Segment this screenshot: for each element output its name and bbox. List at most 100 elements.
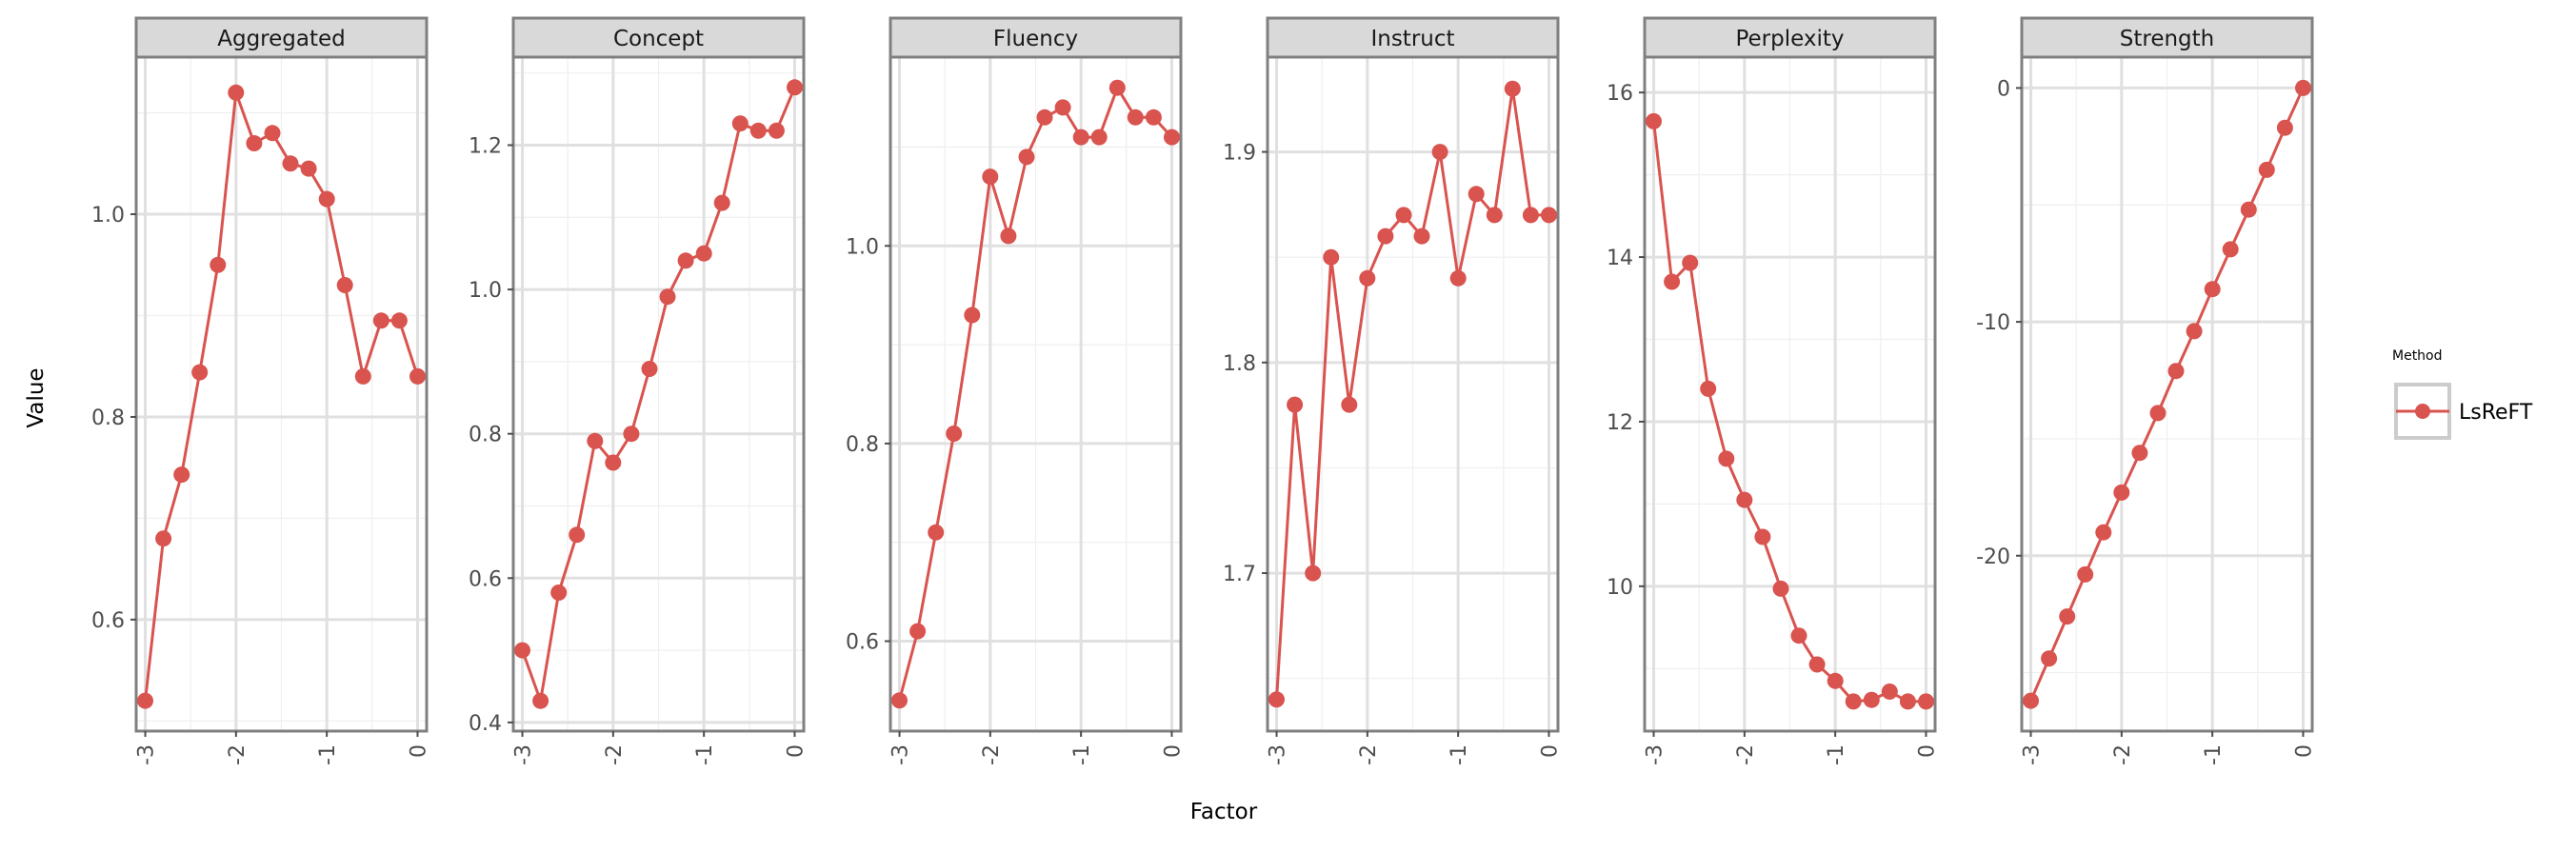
x-tick-label: -3	[512, 744, 536, 765]
y-tick-label: 0.8	[91, 406, 125, 430]
legend-label-lsreft: LsReFT	[2459, 401, 2533, 425]
data-point	[946, 426, 963, 442]
data-point	[2222, 241, 2239, 258]
x-tick-label: -1	[693, 744, 717, 765]
data-point	[1323, 248, 1340, 266]
facet-strip	[2020, 16, 2314, 59]
data-point	[1036, 109, 1053, 126]
x-tick-label: 0	[1538, 744, 1562, 758]
panel-strength: Strength-20-100-3 -2 -1 0	[1976, 16, 2316, 765]
facet-strip	[1266, 16, 1560, 59]
y-tick-label: 0.6	[846, 631, 879, 655]
x-tick-label: 0	[407, 744, 430, 758]
panel-border	[889, 55, 1183, 733]
x-tick-label: 0	[2292, 744, 2316, 758]
x-tick-label: -1	[2202, 744, 2226, 765]
data-point	[2167, 363, 2185, 380]
data-point	[191, 364, 209, 381]
data-point	[514, 642, 530, 659]
data-point	[246, 135, 263, 151]
data-point	[1413, 228, 1430, 245]
y-tick-label: 1.8	[1223, 352, 1256, 376]
series-line-lsreft	[898, 86, 1173, 702]
data-point	[390, 312, 408, 329]
y-tick-label: 0.6	[469, 567, 502, 591]
data-point	[532, 692, 549, 709]
data-point	[1827, 672, 1844, 689]
data-point	[173, 466, 190, 484]
data-point	[2186, 323, 2203, 340]
data-point	[2149, 405, 2167, 422]
data-point	[1772, 580, 1789, 597]
panel-border	[511, 55, 806, 733]
panel-concept: Concept 0.4 0.6 0.8 1.0 1.2 -3 -2 -1 0	[469, 16, 808, 765]
data-point	[1164, 129, 1180, 146]
x-tick-label: -2	[2111, 744, 2135, 765]
legend-key-marker	[2415, 404, 2430, 419]
facet-strip-label: Concept	[613, 27, 704, 51]
data-point	[1108, 79, 1126, 96]
data-point	[677, 252, 694, 269]
data-point	[1377, 228, 1394, 245]
facet-strip	[1643, 16, 1937, 59]
data-point	[137, 692, 153, 709]
data-point	[2077, 565, 2094, 583]
x-tick-label: -1	[1448, 744, 1471, 765]
panel-border	[2020, 55, 2314, 733]
data-point	[2131, 445, 2148, 462]
x-tick-label: -3	[1644, 744, 1667, 765]
data-point	[1504, 80, 1521, 97]
panel-instruct: Instruct 1.7 1.8 1.9 -3 -2 -1 0	[1223, 16, 1562, 765]
data-point	[1431, 144, 1448, 161]
data-point	[1359, 269, 1376, 287]
data-point	[2113, 484, 2130, 501]
y-tick-label: 16	[1607, 82, 1633, 106]
data-point	[1145, 109, 1162, 126]
y-axis-title: Value	[24, 367, 49, 427]
x-tick-label: -2	[1357, 744, 1381, 765]
data-point	[2041, 650, 2058, 667]
data-point	[228, 84, 245, 101]
data-point	[2204, 281, 2221, 298]
data-point	[1449, 269, 1467, 287]
data-point	[787, 79, 803, 96]
data-point	[1486, 207, 1503, 224]
panel-border	[134, 55, 429, 733]
data-point	[282, 155, 299, 172]
data-point	[372, 312, 389, 329]
y-tick-label: -20	[1976, 545, 2010, 569]
data-point	[318, 190, 335, 208]
data-point	[1468, 186, 1485, 203]
data-point	[1341, 396, 1358, 413]
data-point	[623, 426, 640, 443]
panel-fluency: Fluency 0.6 0.8 1.0 -3 -2 -1 0	[846, 16, 1185, 765]
data-point	[928, 524, 945, 541]
data-point	[768, 122, 785, 139]
data-point	[1395, 207, 1412, 224]
x-tick-label: -3	[889, 744, 913, 765]
x-tick-label: -2	[226, 744, 250, 765]
x-tick-label: -3	[2021, 744, 2045, 765]
data-point	[2059, 608, 2076, 625]
data-point	[2240, 201, 2257, 218]
series-line-lsreft	[144, 90, 419, 702]
data-point	[964, 307, 981, 324]
data-point	[587, 432, 604, 449]
data-point	[1664, 273, 1681, 290]
data-point	[2023, 692, 2039, 709]
data-point	[1522, 207, 1539, 224]
facet-strip	[511, 16, 806, 59]
data-point	[300, 160, 317, 177]
data-point	[1000, 228, 1017, 245]
series-line-lsreft	[1275, 87, 1549, 700]
data-point	[210, 256, 227, 273]
data-point	[1881, 684, 1898, 700]
data-point	[1018, 149, 1035, 166]
y-tick-label: 14	[1607, 247, 1633, 270]
facet-strip-label: Fluency	[993, 27, 1078, 51]
data-point	[1646, 112, 1662, 129]
panel-border	[1266, 55, 1560, 733]
data-point	[1736, 491, 1753, 508]
series-line-lsreft	[521, 87, 796, 703]
